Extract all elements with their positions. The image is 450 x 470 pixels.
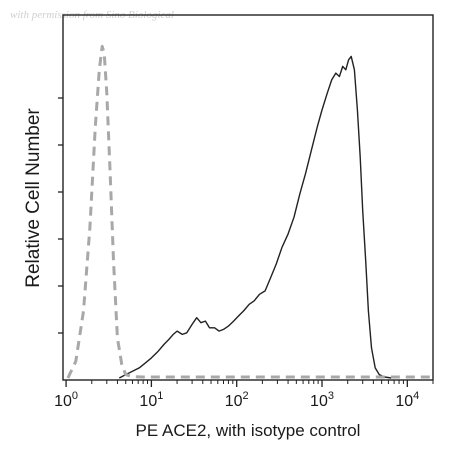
x-axis-label: PE ACE2, with isotype control (136, 421, 361, 440)
x-tick-label: 103 (310, 390, 334, 410)
x-tick-label: 100 (54, 390, 78, 410)
plot-frame (62, 14, 434, 381)
x-axis-ticks (65, 380, 434, 387)
y-axis-ticks (58, 97, 63, 334)
x-tick-label: 101 (139, 390, 163, 410)
x-tick-label: 102 (225, 390, 249, 410)
isotype-control-series (66, 44, 433, 379)
x-tick-label: 104 (395, 390, 419, 410)
pe-ace2-series (118, 55, 392, 379)
series-layer (66, 44, 433, 379)
y-axis-label: Relative Cell Number (23, 108, 44, 288)
x-axis-tick-labels: 100 101 102 103 104 (54, 390, 419, 410)
